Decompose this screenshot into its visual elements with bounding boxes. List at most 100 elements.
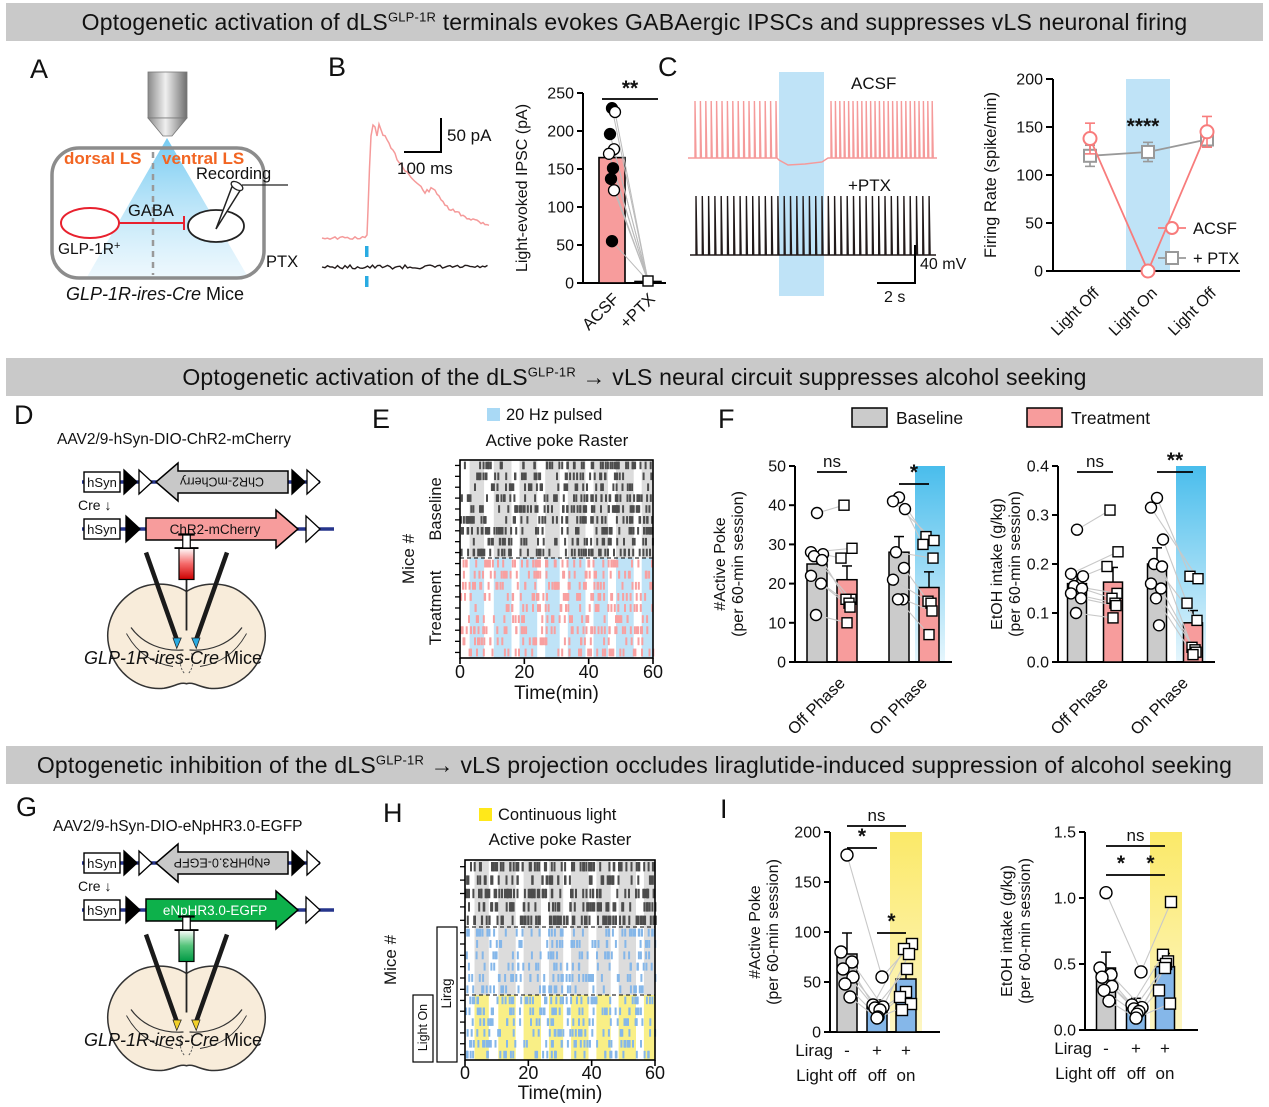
poke-tick bbox=[584, 570, 587, 579]
poke-tick bbox=[561, 527, 564, 535]
poke-tick bbox=[521, 915, 524, 925]
poke-tick bbox=[505, 985, 508, 994]
poke-tick bbox=[472, 548, 475, 557]
poke-tick bbox=[512, 1050, 515, 1059]
poke-tick bbox=[596, 1040, 599, 1048]
poke-tick bbox=[470, 1040, 473, 1048]
poke-tick bbox=[542, 637, 545, 646]
poke-tick bbox=[522, 604, 525, 612]
poke-tick bbox=[496, 915, 499, 925]
poke-tick bbox=[491, 537, 494, 546]
poke-tick bbox=[628, 1029, 631, 1037]
poke-tick bbox=[513, 888, 515, 899]
poke-tick bbox=[644, 888, 647, 899]
poke-tick bbox=[550, 996, 553, 1005]
poke-tick bbox=[502, 985, 504, 994]
data-point-square bbox=[928, 534, 940, 547]
x-group-label: On Phase bbox=[1127, 674, 1192, 739]
poke-tick bbox=[557, 974, 560, 982]
poke-tick bbox=[649, 1018, 652, 1026]
poke-tick bbox=[552, 1018, 555, 1026]
poke-tick bbox=[554, 494, 557, 502]
poke-tick bbox=[489, 461, 492, 470]
poke-tick bbox=[578, 951, 581, 960]
header-text: terminals evokes GABAergic IPSCs and sup… bbox=[436, 8, 1188, 35]
pair-line bbox=[1161, 566, 1193, 648]
sig-label: ** bbox=[1167, 449, 1184, 472]
poke-tick bbox=[487, 559, 490, 568]
poke-tick bbox=[595, 527, 598, 535]
poke-tick bbox=[630, 862, 633, 872]
poke-tick bbox=[476, 1007, 479, 1016]
pair-line bbox=[614, 111, 649, 282]
poke-tick bbox=[554, 1007, 557, 1016]
poke-tick bbox=[534, 494, 537, 502]
poke-tick bbox=[472, 516, 475, 524]
glp1r-neuron bbox=[60, 207, 120, 239]
light-band bbox=[567, 558, 586, 658]
ipsc-trace bbox=[321, 121, 490, 241]
poke-tick bbox=[557, 902, 559, 912]
data-point-circle bbox=[814, 577, 828, 590]
poke-tick bbox=[568, 1007, 571, 1016]
poke-tick bbox=[530, 888, 533, 899]
poke-tick bbox=[489, 548, 492, 557]
y-tick-label: 0 bbox=[1034, 264, 1043, 281]
poke-tick bbox=[544, 996, 546, 1005]
light-band bbox=[474, 927, 489, 995]
light-on-bracket-box bbox=[412, 994, 434, 1063]
poke-tick bbox=[629, 974, 632, 982]
poke-tick bbox=[520, 537, 523, 546]
poke-tick bbox=[649, 527, 652, 535]
poke-tick bbox=[548, 461, 551, 470]
poke-tick bbox=[496, 862, 499, 872]
data-point-circle bbox=[1095, 970, 1109, 984]
poke-tick bbox=[628, 1007, 631, 1016]
poke-tick bbox=[564, 537, 567, 546]
poke-tick bbox=[588, 604, 591, 612]
poke-tick bbox=[596, 888, 598, 899]
poke-tick bbox=[513, 494, 516, 502]
poke-tick bbox=[604, 472, 607, 481]
poke-tick bbox=[599, 472, 602, 481]
poke-tick bbox=[623, 951, 626, 960]
poke-tick bbox=[576, 483, 579, 491]
poke-tick bbox=[581, 1007, 584, 1016]
poke-tick bbox=[563, 570, 566, 579]
poke-tick bbox=[605, 915, 608, 925]
poke-tick bbox=[543, 985, 546, 994]
poke-tick bbox=[590, 494, 593, 502]
poke-tick bbox=[624, 996, 627, 1005]
poke-tick bbox=[523, 537, 526, 546]
poke-tick bbox=[480, 888, 483, 899]
data-point-circle bbox=[1154, 582, 1168, 595]
poke-tick bbox=[490, 537, 493, 546]
poke-tick bbox=[634, 648, 637, 657]
poke-tick bbox=[614, 940, 617, 948]
poke-tick bbox=[560, 1040, 563, 1048]
poke-tick bbox=[570, 505, 573, 513]
poke-tick bbox=[574, 1040, 577, 1048]
poke-tick bbox=[551, 1007, 554, 1016]
poke-tick bbox=[497, 875, 500, 885]
poke-tick bbox=[539, 570, 542, 579]
mice-caption: GLP-1R-ires-Cre Mice bbox=[84, 648, 262, 668]
pair-line bbox=[895, 551, 934, 559]
poke-tick bbox=[634, 996, 637, 1005]
poke-tick bbox=[562, 1029, 565, 1037]
poke-tick bbox=[534, 637, 537, 646]
poke-tick bbox=[462, 559, 465, 568]
poke-tick bbox=[608, 648, 611, 657]
poke-tick bbox=[597, 626, 600, 635]
poke-tick bbox=[647, 862, 650, 872]
poke-tick bbox=[613, 604, 616, 612]
poke-tick bbox=[637, 626, 640, 635]
poke-tick bbox=[523, 888, 526, 899]
poke-tick bbox=[515, 974, 518, 982]
poke-tick bbox=[484, 559, 487, 568]
poke-tick bbox=[532, 1007, 535, 1016]
poke-tick bbox=[511, 875, 514, 885]
y-tick-label: 0 bbox=[777, 655, 786, 672]
poke-tick bbox=[558, 902, 561, 912]
